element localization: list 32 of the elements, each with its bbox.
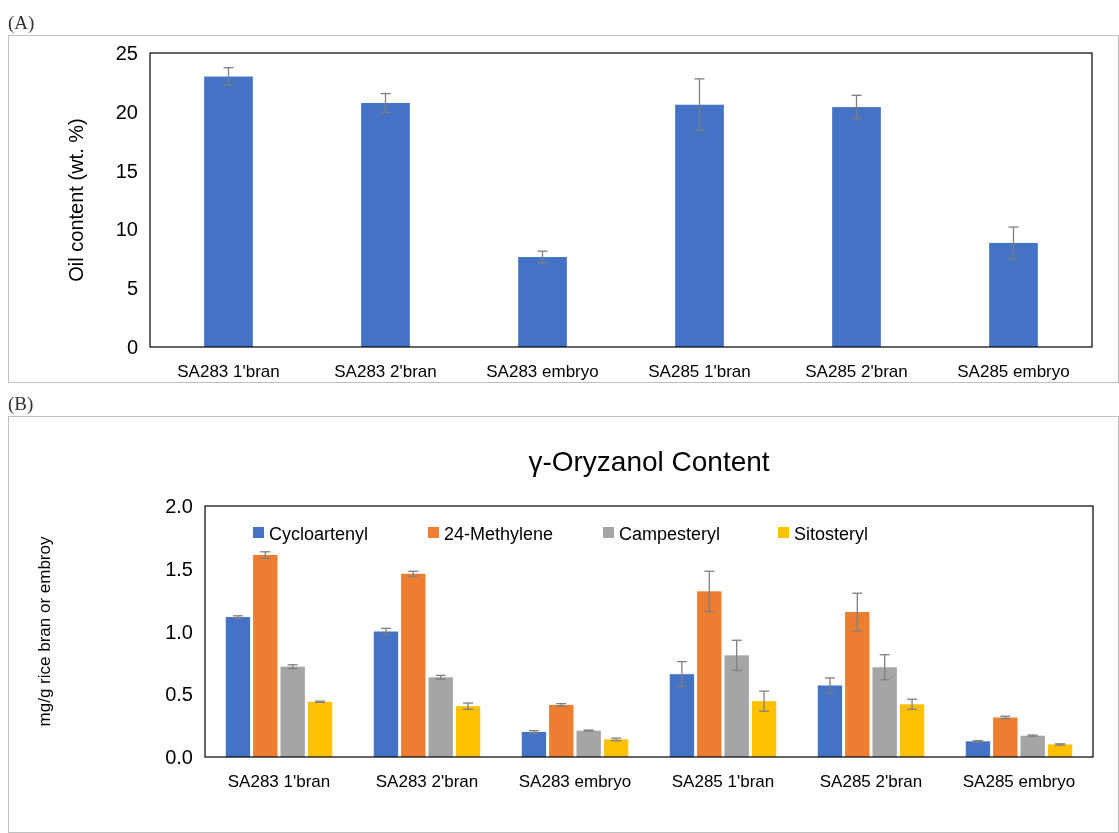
x-tick-label: SA285 2'bran bbox=[805, 362, 908, 381]
y-tick-label: 15 bbox=[115, 159, 138, 182]
y-tick-label: 5 bbox=[126, 277, 138, 300]
y-tick-label: 10 bbox=[115, 218, 138, 241]
y-tick-label: 1.5 bbox=[165, 557, 193, 580]
legend-label: Cycloartenyl bbox=[269, 524, 369, 545]
x-tick-label: SA285 embryo bbox=[962, 772, 1076, 791]
y-axis-title: mg/g rice bran or embroy bbox=[35, 536, 54, 727]
x-tick-label: SA283 1'bran bbox=[227, 772, 331, 791]
x-tick-label: SA285 1'bran bbox=[648, 362, 751, 381]
x-tick-label: SA283 2'bran bbox=[375, 772, 479, 791]
y-tick-label: 1.0 bbox=[165, 620, 193, 643]
y-tick-label: 2.0 bbox=[165, 495, 193, 517]
text: (B) bbox=[8, 393, 34, 415]
x-tick-label: SA283 2'bran bbox=[334, 362, 437, 381]
x-tick-label: SA283 1'bran bbox=[177, 362, 280, 381]
y-axis-title: Oil content (wt. %) bbox=[65, 118, 87, 282]
x-tick-label: SA285 1'bran bbox=[671, 772, 775, 791]
y-tick-label: 0.5 bbox=[165, 683, 193, 706]
chart-title: γ-Oryzanol Content bbox=[528, 446, 770, 477]
x-tick-label: SA285 embryo bbox=[957, 362, 1070, 381]
legend-label: Sitosteryl bbox=[794, 524, 869, 545]
text: (A) bbox=[8, 12, 35, 34]
x-tick-label: SA283 embryo bbox=[518, 772, 632, 791]
legend-label: Campesteryl bbox=[619, 524, 721, 545]
legend-label: 24-Methylene bbox=[444, 524, 554, 545]
x-tick-label: SA285 2'bran bbox=[819, 772, 923, 791]
y-tick-label: 25 bbox=[115, 42, 138, 64]
y-tick-label: 0 bbox=[126, 336, 138, 358]
y-tick-label: 20 bbox=[115, 100, 138, 123]
x-tick-label: SA283 embryo bbox=[486, 362, 599, 381]
y-tick-label: 0.0 bbox=[165, 746, 193, 768]
